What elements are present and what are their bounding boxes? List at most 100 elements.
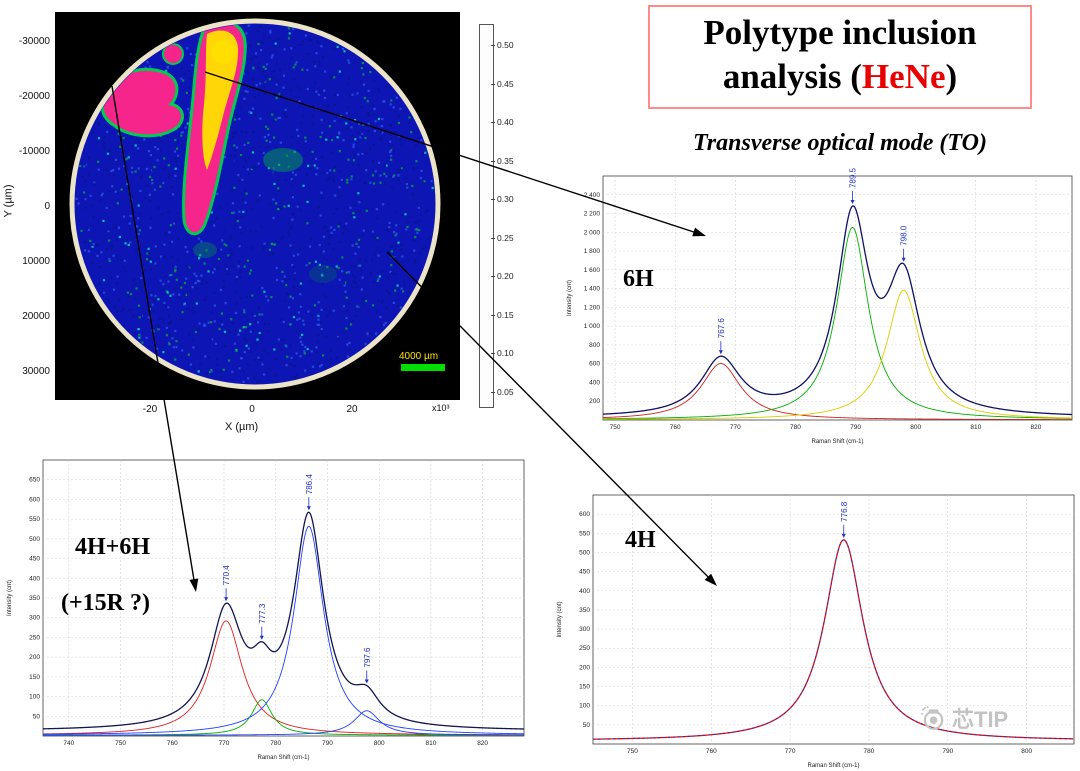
map-x-tick: 20 [346,404,357,415]
svg-text:760: 760 [670,424,681,431]
svg-text:Raman Shift (cm-1): Raman Shift (cm-1) [257,755,309,761]
svg-text:300: 300 [579,626,590,633]
colorbar-tick: 0.50 [497,40,514,50]
slide: Y (µm) -30000 -20000 -10000 0 10000 20000 3000… [0,0,1080,771]
colorbar-tick: 0.25 [497,233,514,243]
svg-text:790: 790 [942,748,953,755]
colorbar-tick: 0.45 [497,79,514,89]
colorbar-tick: 0.05 [497,387,514,397]
svg-text:800: 800 [589,342,600,349]
spectrum-6h-plot: 750 760 770 780 790 800 810 820 200 400 600 800 1 00… [563,168,1080,446]
svg-text:798.0: 798.0 [900,225,909,246]
svg-text:250: 250 [579,645,590,652]
svg-text:650: 650 [29,477,40,484]
svg-text:797.6: 797.6 [363,647,372,668]
svg-text:100: 100 [579,703,590,710]
svg-text:50: 50 [583,722,591,729]
svg-text:350: 350 [29,595,40,602]
svg-text:786.4: 786.4 [305,474,314,495]
colorbar-tick: 0.30 [497,194,514,204]
label-15r: (+15R ?) [61,590,150,617]
svg-text:600: 600 [579,511,590,518]
svg-text:767.6: 767.6 [717,318,726,339]
map-y-tick: -20000 [4,91,50,102]
svg-text:200: 200 [589,398,600,405]
svg-text:1 400: 1 400 [584,286,601,293]
colorbar-tick: 0.40 [497,117,514,127]
svg-text:200: 200 [29,654,40,661]
svg-text:820: 820 [477,740,488,747]
map-y-tick: -30000 [4,36,50,47]
svg-text:780: 780 [270,740,281,747]
svg-text:150: 150 [579,684,590,691]
svg-text:760: 760 [167,740,178,747]
svg-text:400: 400 [579,588,590,595]
svg-text:600: 600 [589,361,600,368]
svg-text:Intensity (cnt): Intensity (cnt) [557,601,563,637]
svg-text:800: 800 [1021,748,1032,755]
svg-text:150: 150 [29,674,40,681]
watermark: 芯TIP [920,702,1008,734]
colorbar-tick: 0.10 [497,348,514,358]
svg-text:800: 800 [910,424,921,431]
svg-text:740: 740 [63,740,74,747]
svg-text:400: 400 [29,575,40,582]
svg-text:300: 300 [29,615,40,622]
svg-text:770: 770 [730,424,741,431]
svg-text:550: 550 [29,516,40,523]
svg-text:600: 600 [29,496,40,503]
raman-map-panel: Y (µm) -30000 -20000 -10000 0 10000 20000 3000… [0,0,515,450]
colorbar-tick: 0.35 [497,156,514,166]
svg-text:770.4: 770.4 [222,565,231,586]
svg-text:750: 750 [610,424,621,431]
svg-text:750: 750 [115,740,126,747]
svg-text:500: 500 [579,549,590,556]
svg-text:2 200: 2 200 [584,211,601,218]
title-line2-highlight: HeNe [862,57,946,96]
label-4h6h: 4H+6H [75,534,150,561]
map-x-axis-label: X (µm) [225,421,258,433]
svg-text:1 200: 1 200 [584,304,601,311]
label-6h: 6H [623,266,654,293]
scalebar-label: 4000 µm [399,351,438,362]
svg-text:770: 770 [785,748,796,755]
title-line2-prefix: analysis ( [723,57,862,96]
spectrum-4h6h-panel: 740 750 760 770 780 790 800 810 820 50 100 150 200 25… [3,452,532,762]
map-y-tick: -10000 [4,146,50,157]
svg-text:820: 820 [1030,424,1041,431]
svg-text:770: 770 [219,740,230,747]
colorbar-tick: 0.15 [497,310,514,320]
map-y-tick: 0 [4,201,50,212]
svg-text:1 800: 1 800 [584,248,601,255]
svg-text:2 400: 2 400 [584,192,601,199]
svg-text:1 000: 1 000 [584,323,601,330]
svg-text:100: 100 [29,694,40,701]
svg-text:500: 500 [29,536,40,543]
svg-text:50: 50 [33,713,41,720]
svg-text:780: 780 [790,424,801,431]
svg-text:450: 450 [579,569,590,576]
svg-text:810: 810 [970,424,981,431]
svg-text:250: 250 [29,634,40,641]
svg-text:550: 550 [579,530,590,537]
svg-text:800: 800 [374,740,385,747]
map-y-tick: 20000 [4,311,50,322]
watermark-text: 芯TIP [952,702,1008,734]
svg-text:450: 450 [29,556,40,563]
map-y-tick: 10000 [4,256,50,267]
svg-text:2 000: 2 000 [584,229,601,236]
svg-text:Intensity (cnt): Intensity (cnt) [567,280,573,316]
map-x-tick: 0 [249,404,255,415]
svg-text:780: 780 [864,748,875,755]
camera-icon [920,705,946,731]
spectrum-6h-panel: 750 760 770 780 790 800 810 820 200 400 600 800 1 00… [563,168,1080,446]
subtitle: Transverse optical mode (TO) [630,130,1050,157]
svg-text:350: 350 [579,607,590,614]
svg-text:750: 750 [627,748,638,755]
svg-text:790: 790 [322,740,333,747]
svg-text:789.5: 789.5 [849,168,858,188]
scalebar [401,364,445,371]
svg-text:760: 760 [706,748,717,755]
label-4h: 4H [625,527,656,554]
map-y-tick: 30000 [4,366,50,377]
